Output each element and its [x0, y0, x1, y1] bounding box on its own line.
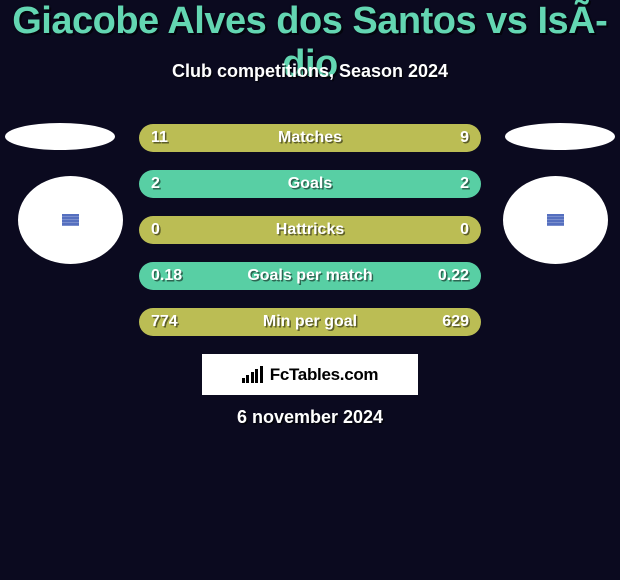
stat-bars: 11 Matches 9 2 Goals 2 0 Hattricks 0 0.18 Goals pe… — [139, 124, 481, 354]
player-left-circle — [18, 176, 123, 264]
stat-value-right: 2 — [460, 175, 469, 193]
player-left-ellipse — [5, 123, 115, 150]
stat-value-right: 9 — [460, 129, 469, 147]
stat-bar: 774 Min per goal 629 — [139, 308, 481, 336]
stat-value-left: 774 — [151, 313, 178, 331]
stat-bar: 2 Goals 2 — [139, 170, 481, 198]
flag-icon — [62, 214, 79, 226]
logo: FcTables.com — [202, 354, 418, 395]
stat-label: Matches — [278, 129, 342, 147]
stat-label: Goals per match — [247, 267, 372, 285]
stat-bar: 11 Matches 9 — [139, 124, 481, 152]
bar-chart-icon — [242, 366, 263, 383]
stat-label: Hattricks — [276, 221, 344, 239]
player-right-circle — [503, 176, 608, 264]
comparison-canvas: Giacobe Alves dos Santos vs IsÃ­dio Club… — [0, 0, 620, 580]
stat-bar: 0.18 Goals per match 0.22 — [139, 262, 481, 290]
stat-value-left: 0 — [151, 221, 160, 239]
date-line: 6 november 2024 — [0, 407, 620, 428]
stat-value-left: 0.18 — [151, 267, 182, 285]
flag-icon — [547, 214, 564, 226]
stat-value-right: 0 — [460, 221, 469, 239]
stat-bar: 0 Hattricks 0 — [139, 216, 481, 244]
stat-value-left: 11 — [151, 129, 168, 147]
player-right-ellipse — [505, 123, 615, 150]
stat-label: Min per goal — [263, 313, 357, 331]
stat-label: Goals — [288, 175, 332, 193]
stat-value-right: 0.22 — [438, 267, 469, 285]
stat-value-right: 629 — [442, 313, 469, 331]
page-subtitle: Club competitions, Season 2024 — [0, 61, 620, 82]
logo-text: FcTables.com — [270, 365, 379, 385]
stat-value-left: 2 — [151, 175, 160, 193]
